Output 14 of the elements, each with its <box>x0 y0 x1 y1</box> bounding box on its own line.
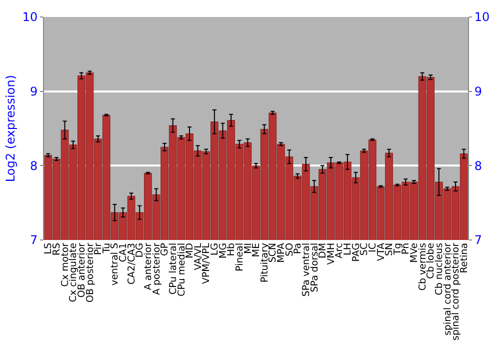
y2-tick-label: 10 <box>474 10 490 24</box>
x-tick-label: OB posterior <box>84 242 96 303</box>
x-tick-label: IC <box>367 242 378 252</box>
y-tick-label: 10 <box>22 10 38 24</box>
x-tick-label: Tg <box>392 242 404 256</box>
y-tick-label: 8 <box>30 158 38 173</box>
y2-tick-label: 9 <box>474 84 482 99</box>
x-tick-label: A posterior <box>151 242 162 296</box>
y-tick-label: 7 <box>30 233 38 248</box>
y-axis-title: Log2 (expression) <box>4 75 18 182</box>
y2-tick-label: 7 <box>474 233 482 248</box>
y-tick-label: 9 <box>30 84 38 99</box>
x-tick-label: Pineal <box>234 242 246 272</box>
y2-tick-label: 8 <box>474 158 482 173</box>
